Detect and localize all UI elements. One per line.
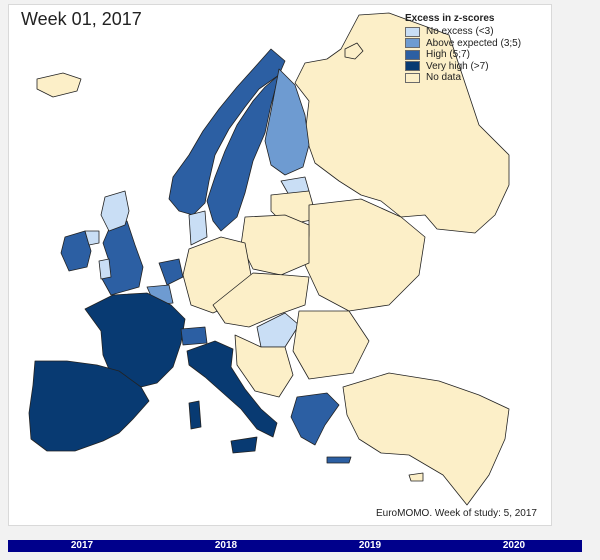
region-cyprus [408, 472, 424, 482]
region-denmark [188, 210, 208, 246]
legend-label: No data [426, 72, 462, 84]
legend-label: Very high (>7) [426, 60, 489, 72]
legend-swatch [405, 38, 420, 49]
map-credit: EuroMOMO. Week of study: 5, 2017 [376, 508, 537, 519]
timeline-year[interactable]: 2019 [358, 540, 382, 551]
region-scotland [100, 190, 130, 232]
timeline-year[interactable]: 2018 [214, 540, 238, 551]
region-france [84, 292, 186, 390]
legend-item-above-expected: Above expected (3;5) [405, 38, 521, 50]
timeline-year[interactable]: 2017 [70, 540, 94, 551]
region-finland [264, 68, 310, 176]
legend-item-no-data: No data [405, 72, 521, 84]
region-hungary [256, 312, 300, 348]
region-iberia [28, 360, 150, 452]
region-central-europe [212, 272, 310, 328]
legend-label: Above expected (3;5) [426, 37, 522, 49]
legend-item-very-high: Very high (>7) [405, 61, 521, 73]
legend-swatch [405, 72, 420, 83]
legend-label: High (5;7) [426, 49, 470, 61]
region-switzerland [180, 326, 208, 346]
region-northern-ireland [84, 230, 100, 246]
legend-swatch [405, 49, 420, 60]
legend-swatch [405, 26, 420, 37]
region-russia [294, 12, 510, 234]
region-sardinia [188, 400, 202, 430]
region-crete [326, 456, 352, 464]
region-wales [98, 258, 112, 280]
region-arctic-island [344, 42, 364, 60]
region-netherlands [158, 258, 184, 286]
legend-item-high: High (5;7) [405, 49, 521, 61]
legend-swatch [405, 61, 420, 72]
legend-title: Excess in z-scores [405, 13, 495, 24]
region-balkans [234, 334, 294, 398]
timeline-year[interactable]: 2020 [502, 540, 526, 551]
region-turkey [342, 372, 510, 506]
legend-item-no-excess: No excess (<3) [405, 26, 521, 38]
map-title: Week 01, 2017 [21, 9, 142, 29]
legend-label: No excess (<3) [426, 26, 494, 38]
europe-map [28, 12, 510, 506]
legend: Excess in z-scores No excess (<3) Above … [405, 13, 521, 84]
region-italy [186, 340, 278, 438]
timeline-bar[interactable]: 2017 2018 2019 2020 [8, 540, 582, 552]
region-iceland [36, 72, 82, 98]
region-sicily [230, 436, 258, 454]
map-panel: Week 01, 2017 Excess in z-scores No exce… [8, 4, 552, 526]
region-romania [292, 310, 370, 380]
region-greece [290, 392, 340, 446]
region-sweden [206, 74, 280, 232]
region-great-britain [100, 220, 144, 296]
region-poland [240, 214, 310, 276]
